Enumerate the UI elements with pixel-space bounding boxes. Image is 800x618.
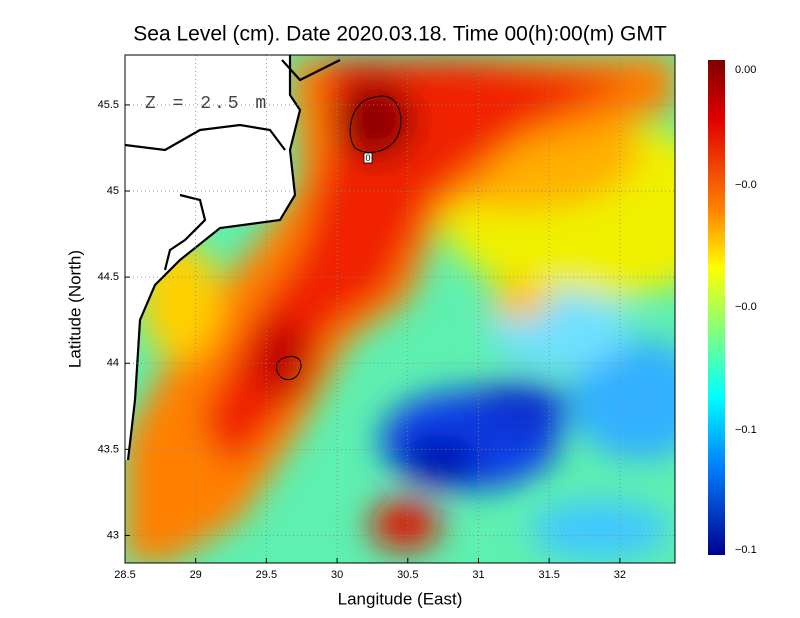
sea-level-field: 0 [125, 55, 675, 563]
y-axis-label: Latitude (North) [65, 250, 84, 368]
plot-frame [124, 54, 676, 564]
x-tick-label: 29.5 [256, 569, 277, 581]
x-tick-label: 28.5 [114, 569, 135, 581]
y-tick-label: 43 [107, 529, 119, 541]
colorbar-label: −0.0 [735, 179, 757, 191]
x-tick-label: 29 [190, 569, 202, 581]
colorbar-label: −0.1 [735, 544, 757, 556]
colorbar-label: 0.00 [735, 64, 756, 76]
colorbar [708, 60, 725, 555]
depth-annotation: Z = 2.5 m [145, 94, 269, 114]
contour-label: 0 [365, 153, 370, 163]
x-tick-label: 30 [331, 569, 343, 581]
y-tick-label: 44.5 [98, 271, 119, 283]
x-tick-label: 32 [614, 569, 626, 581]
x-tick-label: 31 [472, 569, 484, 581]
y-tick-label: 43.5 [98, 443, 119, 455]
y-tick-label: 44 [107, 357, 119, 369]
colorbar-label: −0.1 [735, 424, 757, 436]
x-axis-label: Langitude (East) [338, 589, 463, 608]
colorbar-label: −0.0 [735, 301, 757, 313]
x-tick-label: 30.5 [397, 569, 418, 581]
title: Sea Level (cm). Date 2020.03.18. Time 00… [133, 23, 667, 46]
x-tick-label: 31.5 [538, 569, 559, 581]
y-tick-label: 45.5 [98, 99, 119, 111]
y-tick-label: 45 [107, 185, 119, 197]
